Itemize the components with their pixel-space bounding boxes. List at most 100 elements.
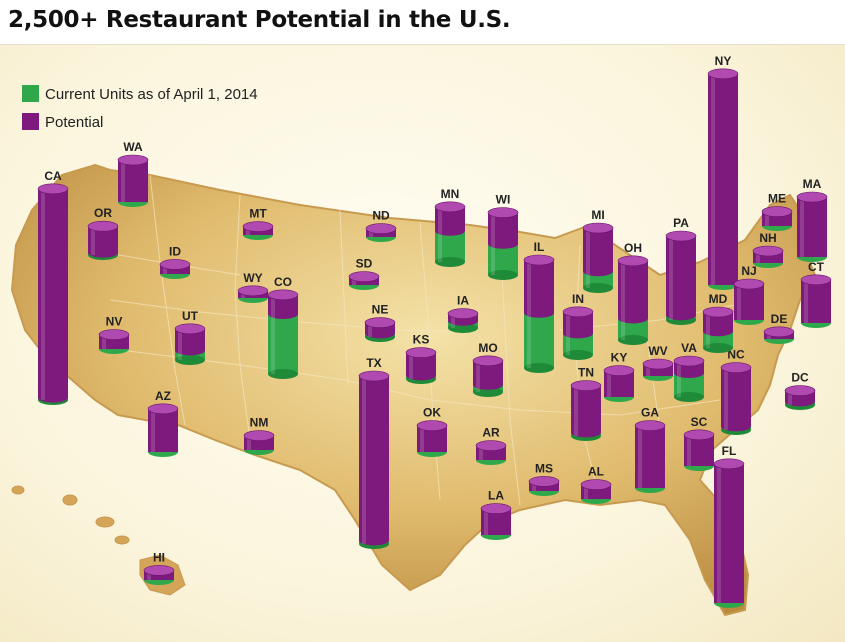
state-label-fl: FL	[722, 444, 737, 458]
bar-divider	[488, 238, 518, 249]
bar-divider	[563, 328, 593, 339]
bar-nv: NV	[98, 315, 130, 354]
bar-shine	[246, 226, 250, 235]
bar-shine	[677, 361, 681, 397]
state-label-hi: HI	[153, 550, 165, 564]
state-label-ms: MS	[535, 461, 553, 475]
bar-shine	[756, 251, 760, 263]
bar-mn: MN	[434, 187, 466, 267]
bar-divider	[571, 427, 601, 438]
bar-divider	[473, 379, 503, 390]
bar-current-co	[268, 314, 298, 374]
bar-shine	[800, 197, 804, 257]
bar-shine	[566, 311, 570, 355]
bar-divider	[785, 396, 815, 407]
bar-potential-az	[148, 408, 178, 452]
bar-shine	[646, 364, 650, 376]
bar-potential-nj	[734, 284, 764, 320]
state-label-ca: CA	[44, 169, 62, 183]
bar-cap	[582, 222, 614, 234]
bar-potential-ca	[38, 188, 68, 398]
state-label-mn: MN	[441, 187, 460, 201]
state-label-ut: UT	[182, 309, 199, 323]
bar-divider	[359, 535, 389, 546]
bar-hi: HI	[143, 550, 175, 585]
bar-ms: MS	[528, 461, 560, 496]
bar-shine	[451, 313, 455, 328]
state-label-wi: WI	[496, 193, 511, 207]
bar-cap	[475, 440, 507, 451]
bar-cap	[174, 323, 206, 335]
bar-nd: ND	[365, 209, 397, 242]
bar-potential-il	[524, 260, 554, 313]
bar-cap	[752, 245, 784, 257]
bar-shine	[420, 425, 424, 452]
bar-pa: PA	[665, 216, 697, 325]
bar-or: OR	[87, 206, 119, 260]
bar-shine	[711, 73, 715, 285]
bar-nm: NM	[243, 416, 275, 455]
bar-shine	[607, 370, 611, 397]
bar-shine	[247, 435, 251, 450]
bar-current-in	[563, 333, 593, 355]
bar-cap	[673, 355, 705, 367]
bar-potential-ma	[797, 197, 827, 257]
bar-ky: KY	[603, 351, 635, 402]
bar-shine	[476, 360, 480, 392]
state-label-nd: ND	[372, 209, 390, 223]
bar-cap	[416, 420, 448, 431]
bar-cap	[683, 429, 715, 441]
bar-cap	[761, 206, 793, 217]
bar-potential-wa	[118, 160, 148, 202]
bar-potential-ct	[801, 279, 831, 323]
bar-shine	[368, 322, 372, 337]
bar-oh: OH	[617, 241, 649, 345]
bar-shine	[163, 264, 167, 274]
bar-shine	[271, 294, 275, 374]
bar-potential-ny	[708, 73, 738, 285]
bar-mo: MO	[472, 341, 504, 397]
bar-ga: GA	[634, 406, 666, 493]
state-label-wa: WA	[123, 140, 143, 154]
bar-fl: FL	[713, 444, 745, 608]
bar-cap	[763, 326, 795, 338]
bar-base	[703, 343, 733, 353]
state-label-or: OR	[94, 206, 112, 220]
state-label-wy: WY	[243, 271, 262, 285]
bar-divider	[583, 266, 613, 277]
state-label-de: DE	[771, 312, 788, 326]
bar-va: VA	[673, 341, 705, 402]
bar-cap	[242, 221, 274, 232]
bar-az: AZ	[147, 389, 179, 457]
bar-base	[473, 387, 503, 397]
state-label-dc: DC	[791, 371, 809, 385]
bar-divider	[175, 345, 205, 356]
state-label-la: LA	[488, 489, 504, 503]
state-label-wv: WV	[648, 344, 667, 358]
state-label-mo: MO	[478, 341, 497, 355]
bar-shine	[788, 390, 792, 405]
state-label-nj: NJ	[741, 264, 756, 278]
bar-cap	[733, 278, 765, 290]
bar-divider	[38, 392, 68, 403]
bar-potential-md	[703, 312, 733, 332]
bar-divider	[268, 309, 298, 319]
bar-de: DE	[763, 312, 795, 344]
bar-cap	[472, 355, 504, 367]
bar-cap	[405, 347, 437, 358]
bar-potential-fl	[714, 463, 744, 603]
state-label-pa: PA	[673, 216, 689, 230]
bar-divider	[703, 326, 733, 337]
bar-id: ID	[159, 244, 191, 279]
bar-la: LA	[480, 489, 512, 540]
bar-shine	[584, 484, 588, 499]
state-label-ks: KS	[413, 333, 430, 347]
state-label-ga: GA	[641, 406, 659, 420]
bar-shine	[717, 463, 721, 603]
state-label-il: IL	[534, 240, 545, 254]
bar-shine	[121, 160, 125, 202]
bar-potential-ne	[365, 322, 395, 334]
bar-shine	[438, 206, 442, 262]
bar-potential-ga	[635, 425, 665, 488]
